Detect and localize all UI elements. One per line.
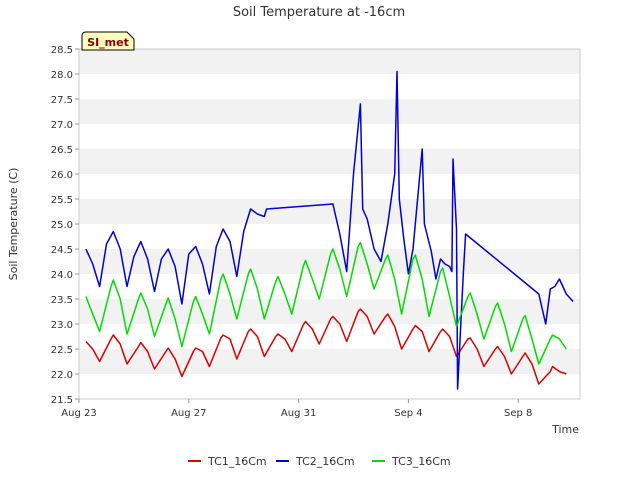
- series-line-tc3-16cm: [85, 241, 567, 365]
- grid-band: [79, 49, 580, 74]
- y-tick-label: 22.0: [51, 370, 73, 381]
- x-tick-label: Aug 23: [61, 408, 96, 419]
- y-tick-label: 23.0: [51, 320, 73, 331]
- y-tick-label: 25.5: [51, 195, 73, 206]
- grid-bands: [79, 49, 580, 399]
- grid-band: [79, 74, 580, 99]
- legend-label: TC1_16Cm: [207, 455, 267, 468]
- chart-title: Soil Temperature at -16cm: [233, 5, 405, 20]
- series-line-tc1-16cm: [85, 308, 567, 385]
- legend: TC1_16Cm TC2_16Cm TC3_16Cm: [188, 455, 451, 468]
- site-badge: SI_met: [81, 31, 135, 51]
- site-badge-box: [81, 31, 135, 51]
- legend-label: TC2_16Cm: [295, 455, 355, 468]
- y-tick-label: 27.5: [51, 95, 73, 106]
- grid-band: [79, 224, 580, 249]
- grid-band: [79, 349, 580, 374]
- grid-band: [79, 174, 580, 199]
- y-tick-label: 21.5: [51, 395, 73, 406]
- legend-label: TC3_16Cm: [391, 455, 451, 468]
- grid-band: [79, 124, 580, 149]
- grid-band: [79, 99, 580, 124]
- x-axis-ticks: Aug 23 Aug 27 Aug 31 Sep 4 Sep 8: [61, 399, 532, 419]
- y-tick-label: 26.0: [51, 170, 73, 181]
- x-tick-label: Aug 27: [171, 408, 206, 419]
- y-tick-label: 24.0: [51, 270, 73, 281]
- grid-band: [79, 274, 580, 299]
- y-axis-ticks: 21.5 22.0 22.5 23.0 23.5 24.0 24.5 25.0 25.5 26.0…: [51, 45, 79, 406]
- site-badge-label: SI_met: [87, 36, 129, 49]
- x-axis-label: Time: [551, 423, 579, 436]
- y-tick-label: 27.0: [51, 120, 73, 131]
- y-tick-label: 25.0: [51, 220, 73, 231]
- grid-band: [79, 249, 580, 274]
- grid-band: [79, 149, 580, 174]
- y-tick-label: 23.5: [51, 295, 73, 306]
- y-tick-label: 26.5: [51, 145, 73, 156]
- y-tick-label: 24.5: [51, 245, 73, 256]
- plot-area: [85, 70, 574, 390]
- series-line-tc2-16cm: [85, 70, 574, 390]
- grid-band: [79, 324, 580, 349]
- y-tick-label: 28.5: [51, 45, 73, 56]
- y-axis-label: Soil Temperature (C): [7, 168, 20, 281]
- x-tick-label: Sep 8: [504, 408, 532, 419]
- grid-band: [79, 199, 580, 224]
- x-tick-label: Sep 4: [394, 408, 422, 419]
- grid-band: [79, 374, 580, 399]
- x-tick-label: Aug 31: [281, 408, 316, 419]
- y-tick-label: 22.5: [51, 345, 73, 356]
- y-tick-label: 28.0: [51, 70, 73, 81]
